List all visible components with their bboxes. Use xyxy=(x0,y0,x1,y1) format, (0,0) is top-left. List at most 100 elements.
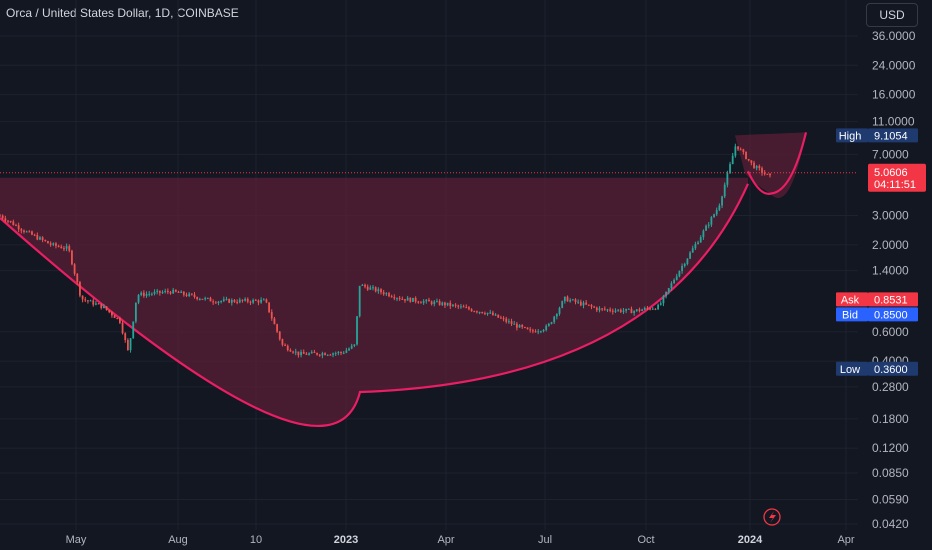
candle-body xyxy=(180,291,183,293)
candle-body xyxy=(156,290,159,292)
svg-text:Ask: Ask xyxy=(841,294,860,306)
candle-body xyxy=(57,245,60,247)
candle-body xyxy=(571,299,574,301)
candle-body xyxy=(118,318,121,323)
candle-body xyxy=(116,318,119,320)
candle-body xyxy=(97,303,100,305)
candle-body xyxy=(230,299,233,303)
candle-body xyxy=(326,354,329,356)
svg-text:High: High xyxy=(839,130,862,142)
candle-body xyxy=(545,325,548,330)
candle-body xyxy=(28,231,31,233)
candle-body xyxy=(329,354,332,356)
candle-body xyxy=(422,301,425,303)
candle-body xyxy=(0,215,1,217)
candle-body xyxy=(377,289,380,292)
candles xyxy=(0,143,771,359)
candle-body xyxy=(121,322,124,334)
candle-body xyxy=(587,304,590,306)
candle-body xyxy=(745,151,747,160)
candle-body xyxy=(595,307,598,311)
candle-body xyxy=(409,297,412,302)
candle-body xyxy=(755,166,758,169)
candle-body xyxy=(196,296,199,300)
candle-body xyxy=(169,291,172,294)
chart-title: Orca / United States Dollar, 1D, COINBAS… xyxy=(6,6,239,20)
candle-body xyxy=(659,303,662,305)
candle-body xyxy=(582,302,585,306)
candle-body xyxy=(71,250,73,265)
svg-text:Low: Low xyxy=(840,364,860,376)
candle-body xyxy=(476,311,478,313)
candle-body xyxy=(108,309,111,313)
time-axis[interactable]: May Aug 10 2023 Apr Jul Oct 2024 Apr xyxy=(66,534,855,546)
price-tick-label: 0.0420 xyxy=(872,517,909,531)
candle-body xyxy=(603,308,606,310)
candle-body xyxy=(44,239,47,242)
price-axis[interactable]: 36.0000 24.0000 16.0000 11.0000 7.0000 3.0000… xyxy=(872,29,916,531)
candle-body xyxy=(633,311,636,314)
lightning-icon[interactable] xyxy=(763,508,781,526)
candle-body xyxy=(161,292,164,294)
candle-body xyxy=(289,350,292,352)
candle-body xyxy=(441,302,444,305)
candle-body xyxy=(398,298,401,300)
currency-button[interactable]: USD xyxy=(866,3,918,27)
candle-body xyxy=(79,281,81,296)
candle-body xyxy=(707,224,710,226)
candle-body xyxy=(324,353,326,356)
candle-body xyxy=(212,301,215,303)
candle-body xyxy=(350,345,353,349)
candle-body xyxy=(47,241,49,244)
candle-body xyxy=(561,301,564,308)
candle-body xyxy=(313,351,316,353)
candle-body xyxy=(20,229,23,231)
price-tick-label: 16.0000 xyxy=(872,88,916,102)
candle-body xyxy=(246,298,249,302)
candle-body xyxy=(262,299,265,301)
candle-body xyxy=(609,309,612,311)
candle-body xyxy=(523,326,526,328)
candle-body xyxy=(132,321,135,339)
candle-body xyxy=(734,146,737,156)
candle-body xyxy=(278,331,281,340)
candle-body xyxy=(103,306,105,308)
candle-body xyxy=(558,307,561,314)
candle-body xyxy=(649,308,652,310)
candle-body xyxy=(385,293,388,295)
time-tick-label: 2023 xyxy=(334,534,358,546)
candle-body xyxy=(438,301,441,305)
candle-body xyxy=(689,252,691,259)
candle-body xyxy=(84,299,87,301)
candle-body xyxy=(358,285,361,317)
candle-body xyxy=(270,312,273,319)
candle-body xyxy=(190,293,193,295)
svg-text:Bid: Bid xyxy=(842,309,858,321)
candle-body xyxy=(454,304,457,306)
candle-body xyxy=(15,225,17,227)
candle-body xyxy=(174,289,177,292)
candle-body xyxy=(129,338,132,351)
candle-body xyxy=(228,299,231,303)
candle-body xyxy=(627,308,630,310)
candle-body xyxy=(374,287,377,292)
candle-body xyxy=(244,298,247,301)
candle-body xyxy=(563,296,566,302)
candle-body xyxy=(390,296,393,298)
candle-body xyxy=(473,311,476,313)
candle-body xyxy=(484,313,486,315)
candle-body xyxy=(300,352,302,356)
svg-text:0.8531: 0.8531 xyxy=(874,294,908,306)
candle-body xyxy=(492,312,494,316)
candle-body xyxy=(444,302,446,306)
svg-text:5.0606: 5.0606 xyxy=(874,167,908,179)
candle-body xyxy=(742,149,745,152)
candle-body xyxy=(662,296,665,304)
candle-body xyxy=(206,297,209,299)
candle-body xyxy=(502,318,505,320)
candle-body xyxy=(657,304,659,310)
candle-body xyxy=(406,297,409,301)
candle-body xyxy=(105,306,108,310)
candle-body xyxy=(494,314,497,316)
